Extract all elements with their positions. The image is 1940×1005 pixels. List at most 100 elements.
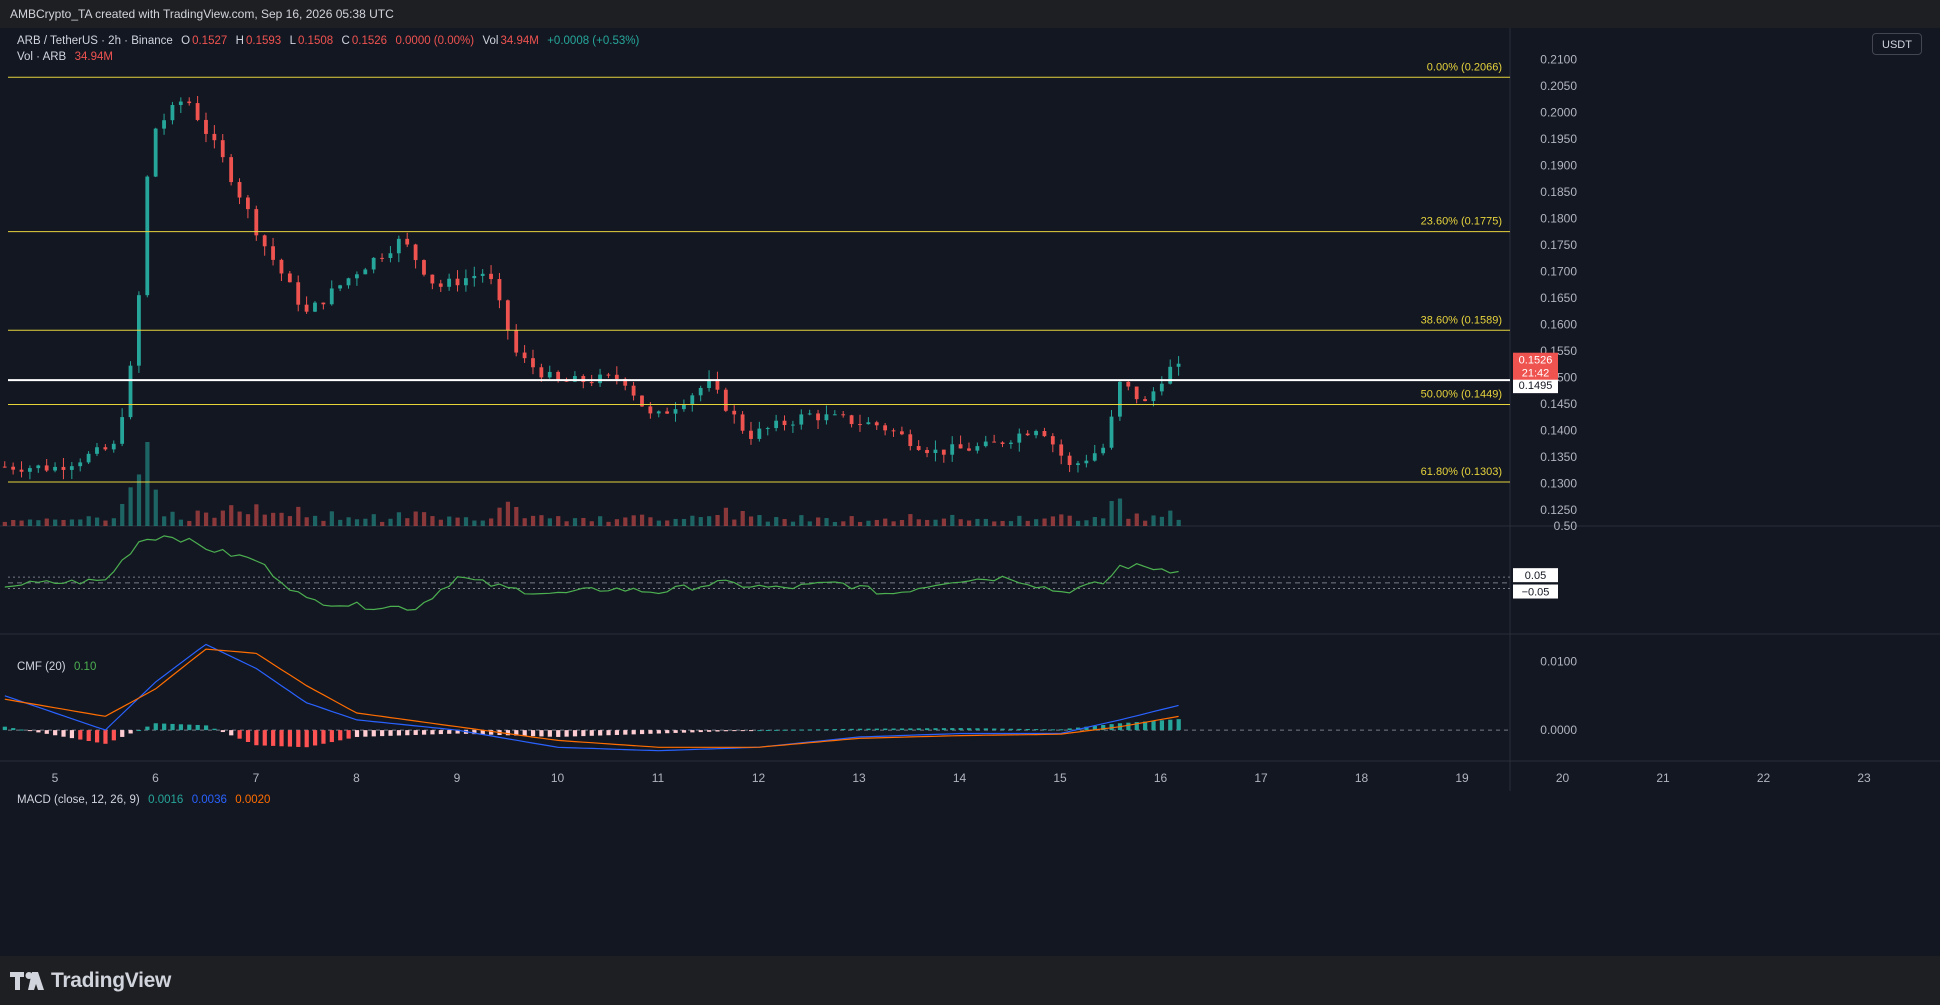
candle-body bbox=[464, 278, 468, 286]
candle-body bbox=[212, 133, 217, 141]
time-tick-label: 5 bbox=[52, 771, 59, 785]
candle-body bbox=[28, 468, 32, 472]
macd-histogram-bar bbox=[354, 730, 360, 737]
candle-body bbox=[229, 157, 234, 183]
candle-body bbox=[346, 278, 351, 286]
macd-histogram-bar bbox=[950, 728, 955, 731]
candle-body bbox=[36, 465, 41, 469]
candle-body bbox=[95, 447, 99, 454]
candle-body bbox=[975, 446, 980, 451]
cmf-label[interactable]: CMF (20) bbox=[17, 661, 66, 673]
macd-histogram-bar bbox=[195, 724, 200, 731]
time-tick-label: 7 bbox=[253, 771, 260, 785]
candle-body bbox=[967, 448, 971, 451]
macd-histogram-bar bbox=[170, 723, 175, 731]
candle-body bbox=[598, 374, 602, 384]
volume-bar bbox=[1034, 519, 1039, 526]
volume-bar bbox=[1117, 498, 1123, 526]
volume-bar bbox=[1176, 519, 1181, 526]
macd-histogram-bar bbox=[187, 724, 192, 731]
time-tick-label: 23 bbox=[1857, 771, 1871, 785]
macd-histogram-bar bbox=[958, 728, 963, 731]
macd-histogram-bar bbox=[338, 730, 343, 741]
volume-bar bbox=[807, 521, 812, 526]
candle-body bbox=[682, 404, 686, 410]
candle-body bbox=[531, 358, 535, 368]
candle-body bbox=[204, 119, 208, 134]
volume-bar bbox=[1092, 516, 1097, 526]
volume-bar bbox=[581, 517, 586, 526]
volume-bar bbox=[1134, 513, 1139, 526]
time-tick-label: 9 bbox=[454, 771, 461, 785]
price-tick-label: 0.1450 bbox=[1540, 397, 1577, 411]
low-value: 0.1508 bbox=[297, 35, 334, 47]
volume-bar bbox=[1126, 518, 1131, 526]
volume-bar bbox=[732, 519, 737, 526]
macd-histogram-bar bbox=[581, 730, 586, 737]
volume-bar bbox=[1008, 521, 1014, 526]
time-tick-label: 15 bbox=[1053, 771, 1067, 785]
candle-body bbox=[1076, 463, 1080, 466]
candle-body bbox=[891, 430, 896, 432]
volume-bar bbox=[681, 518, 687, 526]
macd-histogram-bar bbox=[975, 728, 980, 731]
macd-histogram-bar bbox=[824, 729, 829, 731]
candle-body bbox=[1025, 433, 1030, 436]
macd-histogram-bar bbox=[598, 730, 603, 736]
volume-bar bbox=[396, 512, 402, 526]
macd-histogram-bar bbox=[1084, 726, 1089, 731]
fib-level-label: 23.60% (0.1775) bbox=[1421, 216, 1502, 228]
volume-bar bbox=[1101, 518, 1106, 526]
volume-bar bbox=[740, 511, 745, 526]
volume-bar bbox=[296, 506, 301, 526]
candle-body bbox=[547, 371, 552, 378]
volume-bar bbox=[564, 521, 569, 526]
volume-bar bbox=[908, 514, 913, 526]
candle-body bbox=[732, 410, 737, 415]
macd-histogram-bar bbox=[371, 730, 376, 737]
open-value: 0.1527 bbox=[192, 35, 228, 47]
candle-body bbox=[807, 413, 812, 415]
macd-histogram-bar bbox=[807, 729, 812, 731]
candle-body bbox=[53, 466, 57, 471]
volume-bar bbox=[354, 519, 360, 526]
chart-frame[interactable]: 0.2100 0.2050 0.2000 0.1950 0.1900 0.1850 0.18… bbox=[0, 28, 1940, 956]
candle-body bbox=[573, 376, 577, 382]
candle-body bbox=[128, 365, 133, 418]
macd-histogram-bar bbox=[19, 729, 24, 731]
volume-bar bbox=[162, 516, 167, 526]
currency-button[interactable]: USDT bbox=[1872, 33, 1922, 55]
candle-body bbox=[287, 273, 292, 283]
candle-body bbox=[774, 420, 779, 429]
volume-bar bbox=[1059, 514, 1064, 526]
volume-bar bbox=[715, 515, 720, 526]
volume-bar bbox=[857, 521, 863, 526]
volume-bar bbox=[983, 518, 988, 526]
volume-bar bbox=[891, 521, 896, 526]
volume-bar bbox=[27, 519, 33, 526]
tradingview-logo[interactable]: TradingView bbox=[10, 968, 171, 994]
candle-body bbox=[841, 414, 846, 416]
candle-body bbox=[388, 253, 393, 258]
macd-histogram-bar bbox=[489, 730, 494, 735]
macd-histogram-bar bbox=[799, 729, 804, 731]
volume-bar bbox=[405, 518, 410, 526]
volume-bar bbox=[530, 515, 536, 526]
symbol-label[interactable]: ARB / TetherUS · 2h · Binance bbox=[17, 35, 173, 47]
volume-label[interactable]: Vol · ARB bbox=[17, 51, 67, 63]
macd-label[interactable]: MACD (close, 12, 26, 9) bbox=[17, 794, 140, 806]
candle-body bbox=[11, 466, 16, 470]
volume-bar bbox=[321, 520, 326, 526]
price-tick-label: 0.1750 bbox=[1540, 238, 1577, 252]
macd-histogram-bar bbox=[874, 728, 879, 731]
candle-body bbox=[505, 300, 510, 331]
macd-histogram-bar bbox=[27, 730, 33, 732]
volume-bar bbox=[94, 517, 100, 526]
volume-bar bbox=[480, 520, 485, 526]
macd-histogram-bar bbox=[774, 729, 779, 731]
candle-body bbox=[19, 469, 24, 472]
macd-legend: MACD (close, 12, 26, 9) 0.0016 0.0036 0.… bbox=[17, 794, 272, 806]
volume-bar bbox=[338, 519, 343, 526]
price-tick-label: 0.2100 bbox=[1540, 52, 1577, 66]
chart-canvas[interactable]: 0.2100 0.2050 0.2000 0.1950 0.1900 0.1850 0.18… bbox=[0, 28, 1940, 956]
